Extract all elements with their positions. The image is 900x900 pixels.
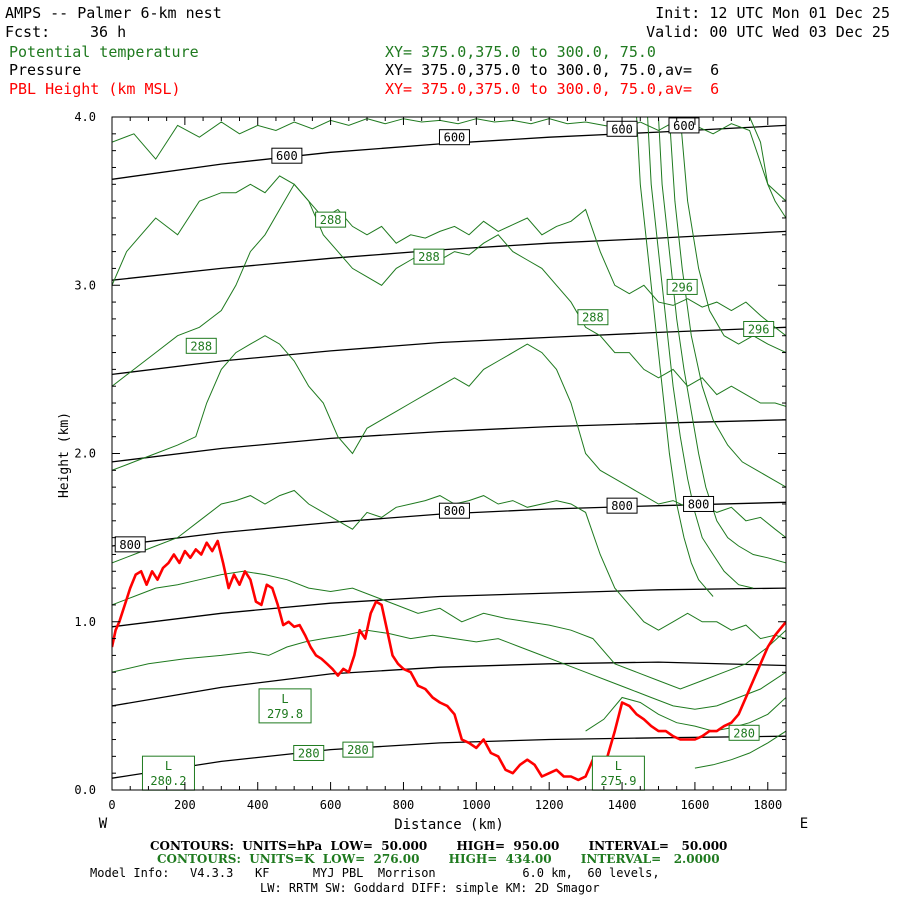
svg-text:280: 280: [733, 726, 755, 740]
theta-contour-14: [750, 117, 786, 218]
theta-label-4: 296: [667, 279, 697, 294]
model-info-line2: LW: RRTM SW: Goddard DIFF: simple KM: 2D…: [260, 881, 600, 895]
theta-contours: [112, 117, 786, 768]
theta-contour-12: [669, 117, 786, 487]
svg-text:296: 296: [671, 280, 693, 294]
theta-contour-11: [659, 117, 787, 563]
pressure-contour-2: [112, 588, 786, 627]
svg-text:280: 280: [298, 746, 320, 760]
pressure-label-0: 600: [272, 148, 302, 163]
theta-contour-10: [648, 117, 754, 588]
x-tick-label-8: 1600: [680, 798, 709, 812]
x-tick-label-9: 1800: [753, 798, 782, 812]
x-tick-label-3: 600: [320, 798, 342, 812]
y-tick-label-0: 0.0: [74, 783, 96, 797]
pressure-label-4: 800: [115, 537, 145, 552]
theta-contour-9: [637, 117, 714, 597]
svg-text:600: 600: [444, 131, 466, 145]
model-info-line1: V4.3.3 KF MYJ PBL Morrison 6.0 km, 60 le…: [190, 866, 660, 880]
low-value: 275.9: [600, 774, 636, 788]
theta-label-6: 280: [294, 745, 324, 760]
pressure-contour-6: [112, 231, 786, 280]
y-axis-label: Height (km): [57, 412, 72, 498]
svg-text:800: 800: [688, 497, 710, 511]
low-letter: L: [281, 692, 288, 706]
theta-label-1: 288: [414, 249, 444, 264]
west-label: W: [99, 816, 108, 832]
svg-text:288: 288: [190, 339, 212, 353]
model-info-label: Model Info:: [90, 866, 169, 880]
theta-label-2: 288: [578, 310, 608, 325]
pressure-contour-0: [112, 736, 786, 778]
svg-text:600: 600: [673, 119, 695, 133]
pressure-contours: [112, 125, 786, 778]
y-tick-label-2: 2.0: [74, 447, 96, 461]
svg-text:296: 296: [748, 322, 770, 336]
theta-contour-6: [112, 630, 786, 709]
x-axis-label: Distance (km): [394, 817, 504, 833]
theta-contour-1: [112, 176, 786, 336]
svg-text:800: 800: [119, 538, 141, 552]
x-tick-label-4: 800: [393, 798, 415, 812]
x-tick-label-2: 400: [247, 798, 269, 812]
low-letter: L: [615, 759, 622, 773]
theta-label-5: 296: [744, 321, 774, 336]
svg-text:280: 280: [347, 743, 369, 757]
low-value: 279.8: [267, 707, 303, 721]
svg-text:288: 288: [418, 250, 440, 264]
x-tick-label-1: 200: [174, 798, 196, 812]
pressure-label-5: 800: [439, 503, 469, 518]
svg-text:600: 600: [276, 149, 298, 163]
pressure-contour-1: [112, 662, 786, 706]
svg-text:288: 288: [582, 311, 604, 325]
theta-label-8: 280: [729, 725, 759, 740]
pressure-contour-4: [112, 420, 786, 462]
svg-text:288: 288: [320, 213, 342, 227]
svg-text:800: 800: [444, 504, 466, 518]
y-tick-label-3: 3.0: [74, 278, 96, 292]
cross-section-chart: 600 600 600 600 800 800 800 800 288 288 288 288 296 2…: [0, 0, 900, 900]
pressure-label-1: 600: [439, 130, 469, 145]
theta-label-0: 288: [316, 212, 346, 227]
low-letter: L: [165, 759, 172, 773]
x-tick-label-7: 1400: [608, 798, 637, 812]
east-label: E: [800, 816, 808, 832]
x-tick-label-6: 1200: [535, 798, 564, 812]
pressure-label-6: 800: [607, 498, 637, 513]
low-value: 280.2: [150, 774, 186, 788]
svg-text:800: 800: [611, 499, 633, 513]
y-tick-label-4: 4.0: [74, 110, 96, 124]
theta-label-7: 280: [343, 742, 373, 757]
theta-label-3: 288: [186, 338, 216, 353]
y-tick-label-1: 1.0: [74, 615, 96, 629]
pressure-label-7: 800: [684, 496, 714, 511]
contour-labels: 600 600 600 600 800 800 800 800 288 288 288 288 296 2…: [115, 118, 773, 790]
x-tick-label-5: 1000: [462, 798, 491, 812]
x-tick-label-0: 0: [108, 798, 115, 812]
